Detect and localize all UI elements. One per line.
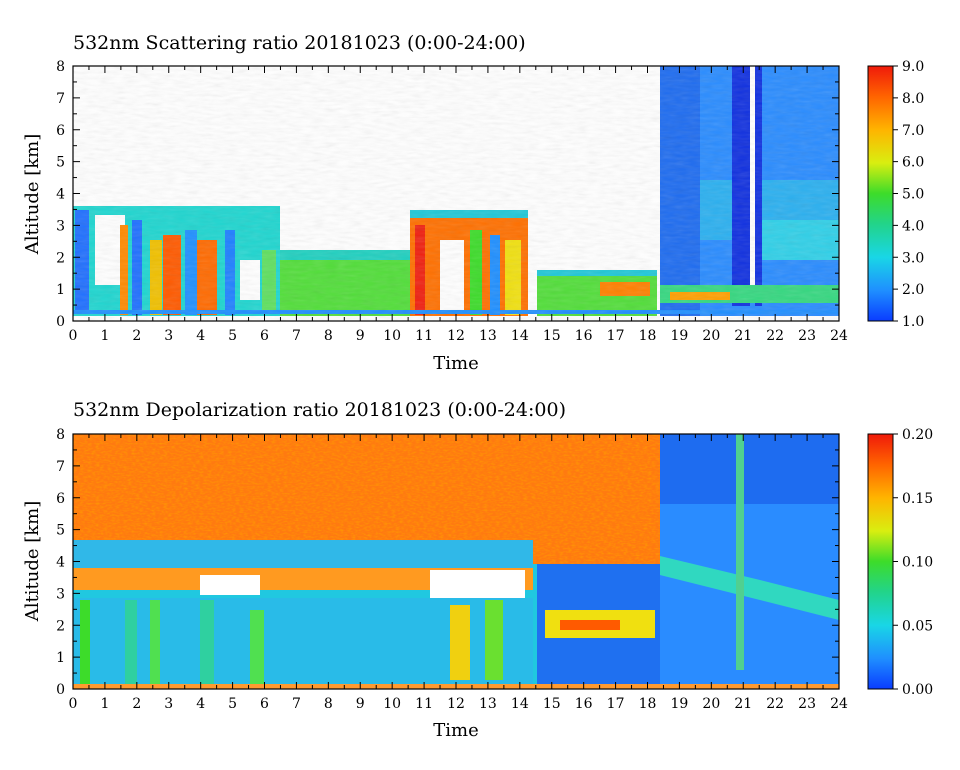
- colorbar-tick-label: 9.0: [902, 59, 924, 75]
- x-tick-label: 9: [356, 696, 365, 712]
- colorbar-tick-label: 3.0: [902, 250, 924, 266]
- y-tick-label: 1: [56, 650, 65, 666]
- x-tick-label: 1: [100, 328, 109, 344]
- y-tick-label: 1: [56, 282, 65, 298]
- colorbar-tick-label: 5.0: [902, 187, 924, 203]
- bottom-axes: 0 1 2 3 4 5 6 7 8 9 10 11 12 13 14 15 16 17 18 19 20 21 22 23 24…: [56, 427, 848, 712]
- x-tick-label: 21: [734, 328, 752, 344]
- x-tick-label: 16: [575, 328, 593, 344]
- x-tick-label: 18: [639, 696, 657, 712]
- x-tick-label: 15: [543, 328, 561, 344]
- y-tick-label: 3: [56, 218, 65, 234]
- x-tick-label: 8: [324, 696, 333, 712]
- x-tick-label: 21: [734, 696, 752, 712]
- y-tick-label: 8: [56, 59, 65, 75]
- colorbar-tick-label: 0.15: [902, 491, 933, 507]
- x-tick-label: 10: [383, 328, 401, 344]
- bottom-colorbar-ticks: 0.00 0.05 0.10 0.15 0.20: [893, 427, 933, 698]
- x-tick-label: 24: [830, 696, 848, 712]
- y-tick-label: 5: [56, 523, 65, 539]
- x-tick-label: 12: [447, 328, 465, 344]
- y-tick-label: 4: [56, 187, 65, 203]
- top-axes: 0 1 2 3 4 5 6 7 8 9 10 11 12 13 14 15 16 17 18 19 20 21 22 23 24…: [56, 59, 848, 344]
- x-tick-label: 19: [671, 696, 689, 712]
- bottom-x-axis-label: Time: [433, 720, 478, 741]
- x-tick-label: 13: [479, 696, 497, 712]
- y-tick-label: 0: [56, 314, 65, 330]
- x-tick-label: 23: [798, 696, 816, 712]
- y-tick-label: 4: [56, 555, 65, 571]
- colorbar-tick-label: 0.20: [902, 427, 933, 443]
- y-tick-label: 6: [56, 123, 65, 139]
- x-tick-label: 19: [671, 328, 689, 344]
- x-tick-label: 0: [69, 696, 78, 712]
- y-tick-label: 7: [56, 91, 65, 107]
- y-tick-label: 2: [56, 250, 65, 266]
- x-tick-label: 9: [356, 328, 365, 344]
- top-colorbar: [867, 65, 894, 322]
- y-tick-label: 7: [56, 459, 65, 475]
- x-tick-label: 11: [415, 328, 433, 344]
- x-tick-label: 22: [766, 328, 784, 344]
- x-tick-label: 7: [292, 696, 301, 712]
- x-tick-label: 15: [543, 696, 561, 712]
- x-tick-label: 20: [702, 328, 720, 344]
- x-tick-label: 23: [798, 328, 816, 344]
- top-chart-title: 532nm Scattering ratio 20181023 (0:00-24…: [73, 32, 526, 54]
- x-tick-label: 14: [511, 696, 529, 712]
- x-tick-label: 2: [132, 696, 141, 712]
- colorbar-tick-label: 4.0: [902, 218, 924, 234]
- x-tick-label: 2: [132, 328, 141, 344]
- colorbar-tick-label: 0.05: [902, 618, 933, 634]
- colorbar-tick-label: 0.00: [902, 682, 933, 698]
- colorbar-tick-label: 7.0: [902, 123, 924, 139]
- x-tick-label: 13: [479, 328, 497, 344]
- top-heatmap-area: [73, 66, 839, 321]
- x-tick-label: 0: [69, 328, 78, 344]
- top-y-axis-label: Altitude [km]: [22, 134, 43, 256]
- x-tick-label: 14: [511, 328, 529, 344]
- top-x-axis-label: Time: [433, 353, 478, 374]
- y-tick-label: 0: [56, 682, 65, 698]
- y-tick-label: 2: [56, 618, 65, 634]
- x-tick-label: 6: [260, 328, 269, 344]
- top-colorbar-ticks: 1.0 2.0 3.0 4.0 5.0 6.0 7.0 8.0 9.0: [893, 59, 924, 330]
- x-tick-label: 12: [447, 696, 465, 712]
- x-tick-label: 17: [607, 696, 625, 712]
- x-tick-label: 24: [830, 328, 848, 344]
- x-tick-label: 4: [196, 328, 205, 344]
- bottom-colorbar: [867, 433, 894, 690]
- bottom-chart-title: 532nm Depolarization ratio 20181023 (0:0…: [73, 399, 566, 421]
- y-tick-label: 6: [56, 491, 65, 507]
- x-tick-label: 18: [639, 328, 657, 344]
- x-tick-label: 1: [100, 696, 109, 712]
- x-tick-label: 3: [164, 696, 173, 712]
- x-tick-label: 22: [766, 696, 784, 712]
- x-tick-label: 6: [260, 696, 269, 712]
- bottom-heatmap-area: [73, 434, 839, 689]
- x-tick-label: 11: [415, 696, 433, 712]
- colorbar-tick-label: 8.0: [902, 91, 924, 107]
- y-tick-label: 5: [56, 155, 65, 171]
- x-tick-label: 5: [228, 328, 237, 344]
- x-tick-label: 4: [196, 696, 205, 712]
- x-tick-label: 16: [575, 696, 593, 712]
- x-tick-label: 20: [702, 696, 720, 712]
- x-tick-label: 7: [292, 328, 301, 344]
- x-tick-label: 17: [607, 328, 625, 344]
- colorbar-tick-label: 2.0: [902, 282, 924, 298]
- y-tick-label: 8: [56, 427, 65, 443]
- bottom-y-axis-label: Altitude [km]: [22, 501, 43, 623]
- y-tick-label: 3: [56, 586, 65, 602]
- x-tick-label: 8: [324, 328, 333, 344]
- x-tick-label: 3: [164, 328, 173, 344]
- x-tick-label: 10: [383, 696, 401, 712]
- colorbar-tick-label: 6.0: [902, 155, 924, 171]
- x-tick-label: 5: [228, 696, 237, 712]
- colorbar-tick-label: 1.0: [902, 314, 924, 330]
- colorbar-tick-label: 0.10: [902, 555, 933, 571]
